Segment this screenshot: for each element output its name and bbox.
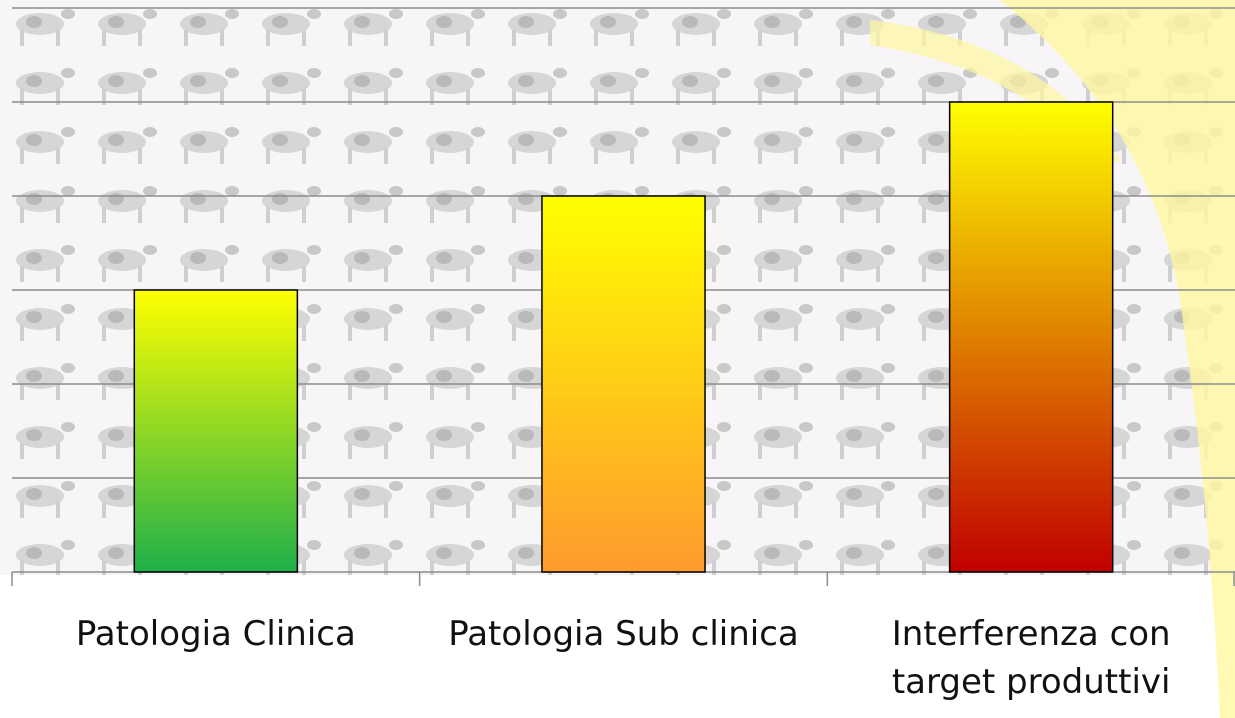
- x-tick-label: Interferenza con target produttivi: [866, 610, 1196, 706]
- bar: [134, 290, 297, 572]
- slide: Patologia ClinicaPatologia Sub clinica In…: [0, 0, 1235, 718]
- x-tick-label: Patologia Clinica: [16, 610, 416, 658]
- bar: [542, 196, 705, 572]
- x-tick-label: Patologia Sub clinica: [424, 610, 824, 658]
- bar: [950, 102, 1113, 572]
